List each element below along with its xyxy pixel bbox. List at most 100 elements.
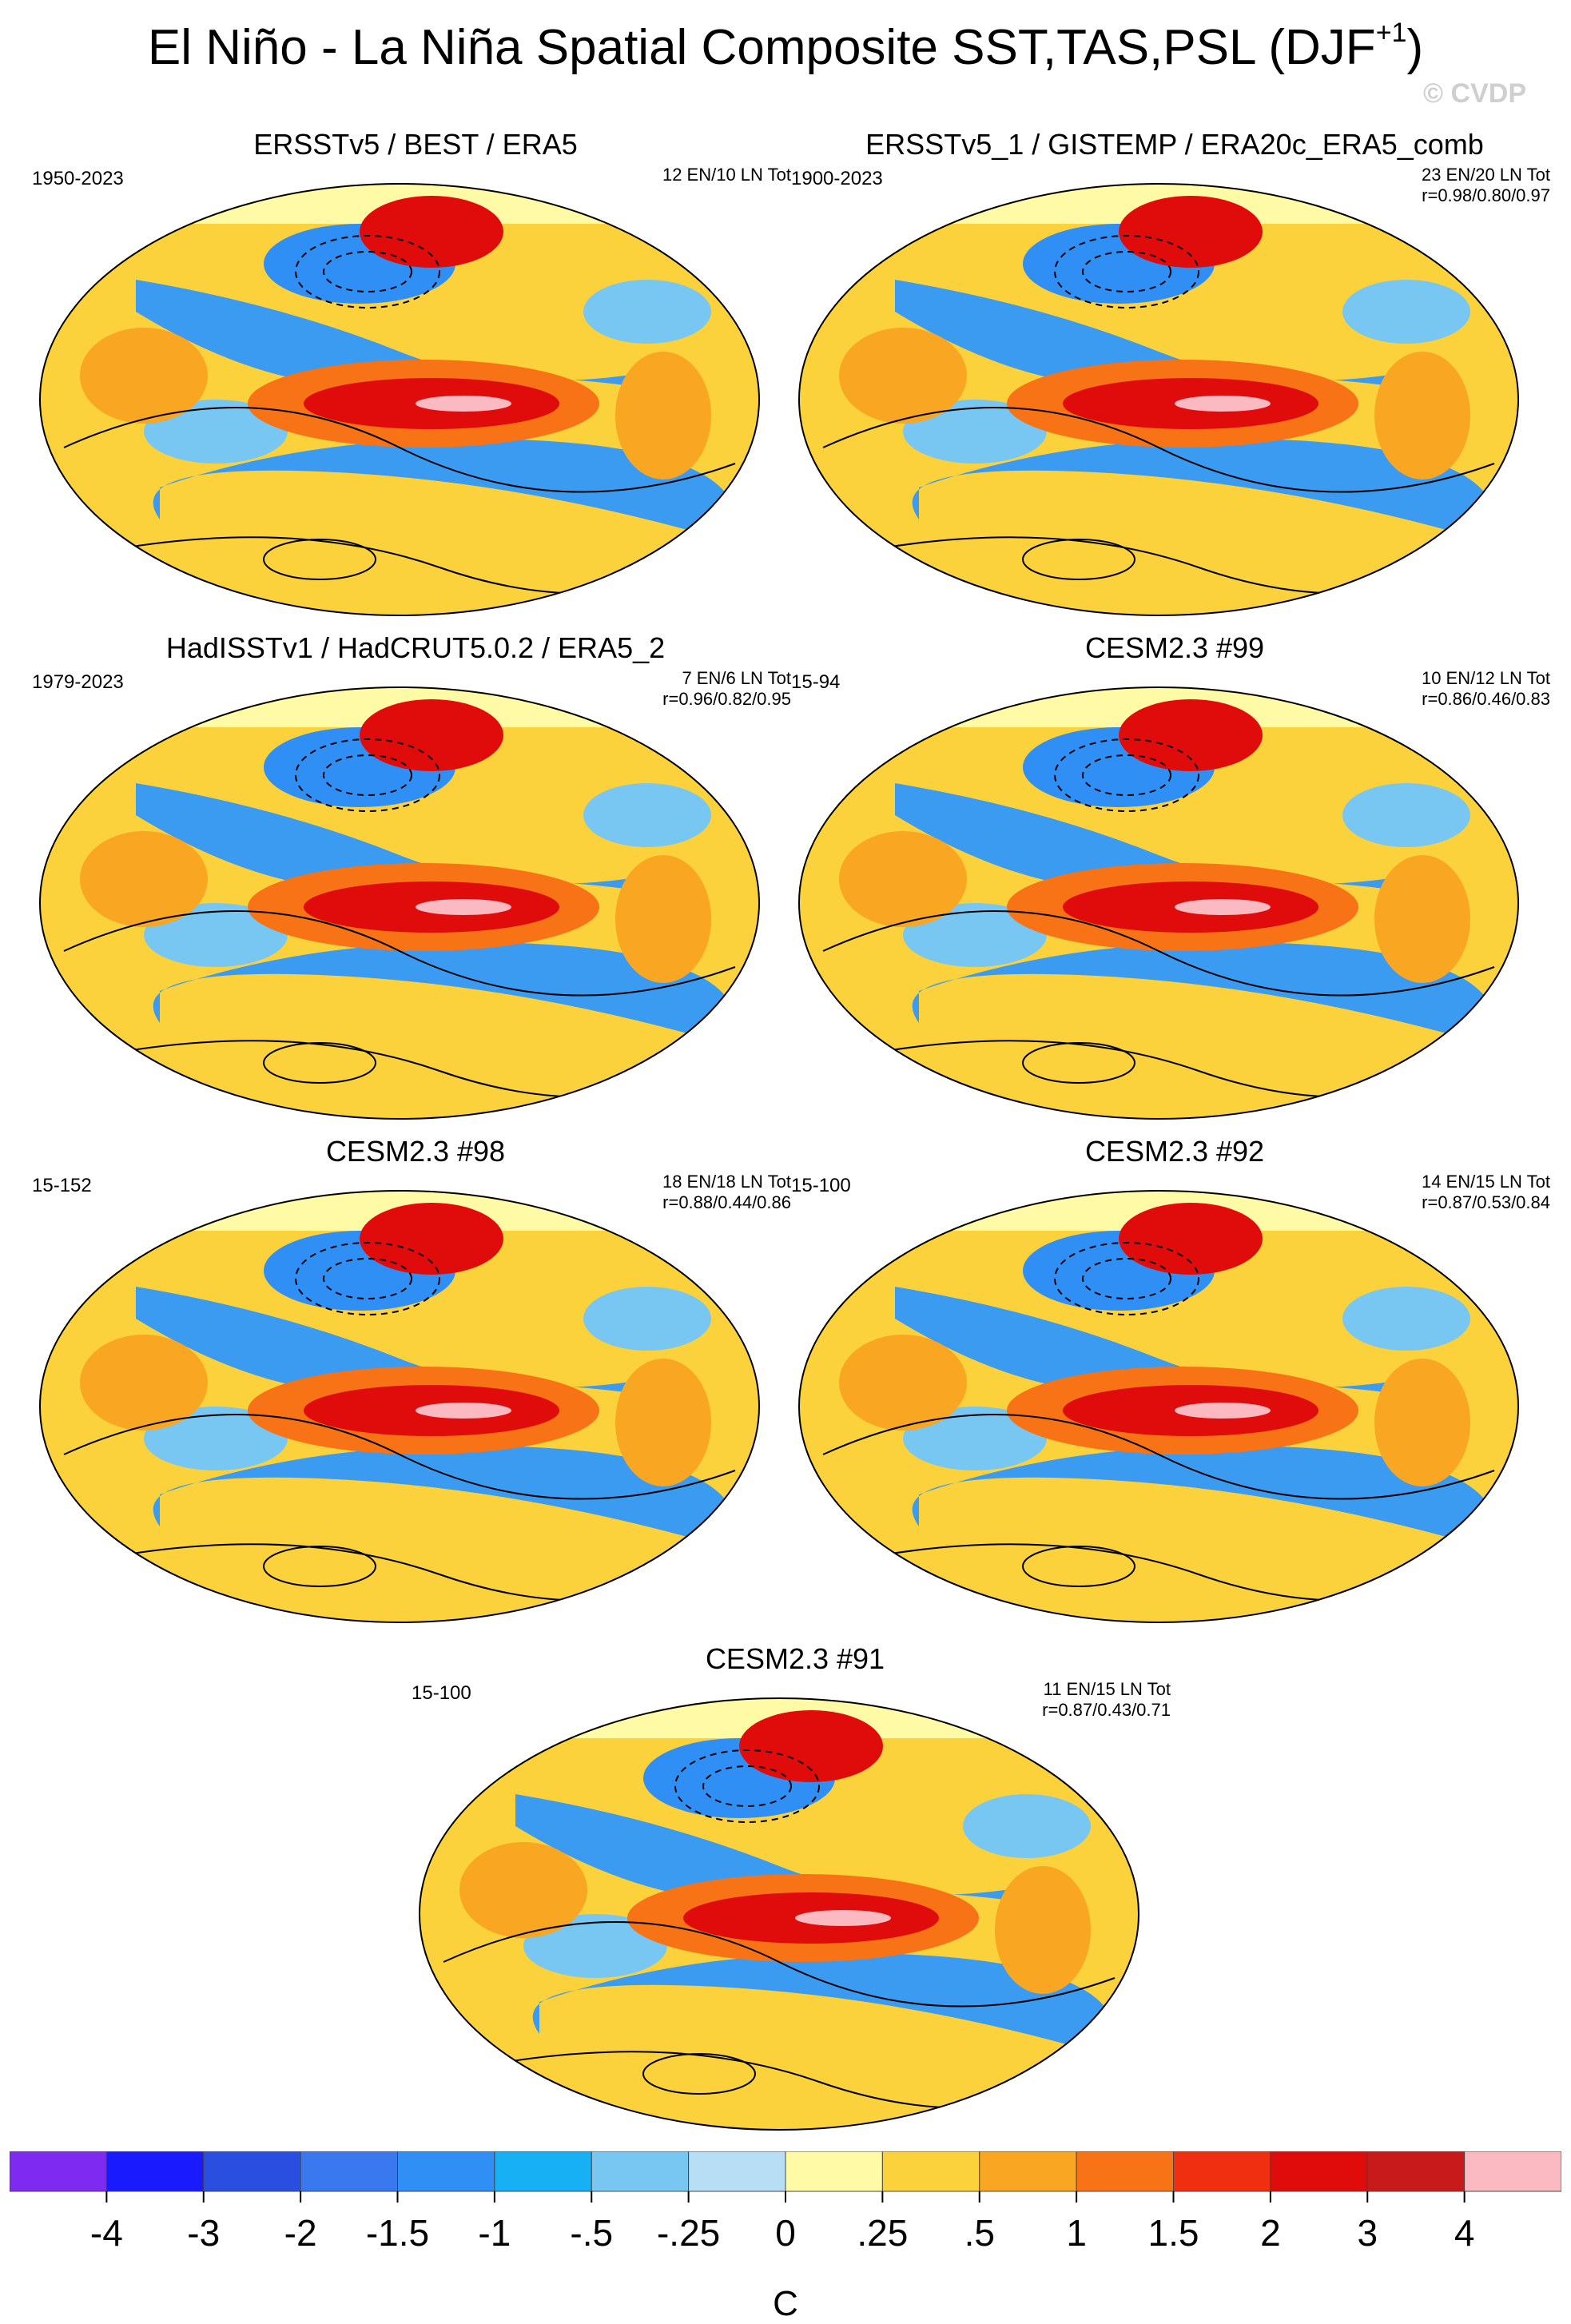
colorbar-unit-label: C [773,2284,798,2323]
map-outline [419,1697,1139,2131]
colorbar-tick-label: -4 [90,2212,123,2254]
colorbar-tick-label: -1.5 [366,2212,429,2254]
south-america-warm-patch [615,855,711,983]
colorbar-tick-label: 2 [1260,2212,1281,2254]
colorbar-swatch [979,2151,1077,2192]
psl-high-contour [263,1546,376,1587]
north-america-warm-patch [1119,1203,1263,1275]
event-count: 10 EN/12 LN Tot [1421,668,1550,688]
psl-low-contour-inner [1082,1258,1171,1299]
colorbar-tick-label: 1.5 [1148,2212,1199,2254]
atlantic-cool-patch [583,783,711,847]
psl-high-contour [1022,539,1135,580]
event-count: 12 EN/10 LN Tot [662,165,791,185]
psl-positive-contour [822,1414,1495,1500]
colorbar-swatch [1366,2151,1466,2192]
colorbar-swatch [397,2151,495,2192]
robinson-map [798,183,1519,616]
colorbar-tick-label: 0 [775,2212,796,2254]
maritime-warm-patch [839,328,967,424]
colorbar-swatch [591,2151,690,2192]
south-america-warm-patch [615,1359,711,1486]
pattern-correlation: r=0.86/0.46/0.83 [1422,689,1550,709]
psl-low-contour-inner [323,251,412,292]
psl-low-contour [295,738,440,812]
panel-stats: 10 EN/12 LN Tot r=0.86/0.46/0.83 [1422,668,1550,710]
map-outline [798,1190,1519,1623]
robinson-map [798,686,1519,1120]
panel-period: 15-100 [791,1175,851,1196]
pattern-correlation: r=0.88/0.44/0.86 [662,1192,791,1212]
maritime-warm-patch [459,1842,587,1938]
event-count: 23 EN/20 LN Tot [1421,165,1550,185]
event-count: 18 EN/18 LN Tot [662,1172,791,1192]
robinson-map [419,1697,1139,2131]
map-panel: ERSSTv5 / BEST / ERA5 1950-2023 12 EN/10 L… [32,128,799,623]
south-pacific-cold-band [912,438,1494,543]
map-outline [39,183,760,616]
psl-low-contour-inner [1082,251,1171,292]
north-pacific-cold-band [136,1287,671,1399]
panel-title: CESM2.3 #99 [1084,631,1265,664]
pattern-correlation: r=0.98/0.80/0.97 [1422,185,1550,205]
enso-warm-tongue-peak [416,899,511,915]
maritime-warm-patch [80,328,208,424]
psl-low-contour-inner [702,1765,792,1807]
indian-ocean-cool-patch [903,400,1047,464]
map-panel: CESM2.3 #98 15-152 18 EN/18 LN Tot r=0.88/0… [32,1135,799,1630]
indian-ocean-cool-patch [144,400,288,464]
psl-high-contour [642,2053,756,2095]
map-outline [798,183,1519,616]
robinson-map [798,1190,1519,1623]
map-panel: CESM2.3 #91 15-100 11 EN/15 LN Tot r=0.87/0… [412,1642,1179,2138]
south-america-warm-patch [1374,855,1470,983]
enso-warm-tongue-peak [1175,1403,1271,1419]
psl-positive-contour [443,1921,1116,2008]
north-pacific-cold-band [136,783,671,895]
south-america-warm-patch [1374,352,1470,480]
panel-title: CESM2.3 #98 [325,1135,506,1168]
colorbar-tick-label: -.5 [570,2212,613,2254]
colorbar-swatch [494,2151,592,2192]
psl-low-contour [1054,1242,1199,1315]
enso-warm-tongue-peak [1175,899,1271,915]
north-pacific-cold-band [895,280,1430,392]
map-panel: HadISSTv1 / HadCRUT5.0.2 / ERA5_2 1979-20… [32,631,799,1127]
psl-high-contour [263,539,376,580]
map-outline [798,686,1519,1120]
maritime-warm-patch [839,831,967,927]
psl-low-contour [1054,235,1199,308]
robinson-map [39,1190,760,1623]
north-america-warm-patch [739,1710,883,1782]
indian-ocean-cool-patch [903,1407,1047,1470]
south-america-warm-patch [995,1866,1091,1994]
south-pacific-cold-band [153,438,735,543]
north-america-warm-patch [360,699,503,771]
south-pacific-cold-band [912,1445,1494,1550]
indian-ocean-cool-patch [144,1407,288,1470]
colorbar-tick-label: -2 [284,2212,317,2254]
psl-positive-contour [822,910,1495,997]
atlantic-cool-patch [583,1287,711,1351]
maritime-warm-patch [839,1335,967,1431]
psl-positive-contour [822,407,1495,493]
colorbar-swatch [1173,2151,1271,2192]
pattern-correlation: r=0.87/0.43/0.71 [1042,1700,1171,1720]
maritime-warm-patch [80,1335,208,1431]
panel-period: 1979-2023 [32,671,124,693]
psl-positive-contour [63,1414,736,1500]
psl-low-contour [295,235,440,308]
psl-high-contour [1022,1042,1135,1084]
south-america-warm-patch [615,352,711,480]
north-pacific-cold-band [895,783,1430,895]
colorbar-swatch [203,2151,301,2192]
map-outline [39,686,760,1120]
map-panel: CESM2.3 #99 15-94 10 EN/12 LN Tot r=0.86/0.… [791,631,1558,1127]
psl-high-contour [263,1042,376,1084]
psl-positive-contour [63,910,736,997]
north-america-warm-patch [1119,196,1263,268]
event-count: 14 EN/15 LN Tot [1421,1172,1550,1192]
event-count: 11 EN/15 LN Tot [1043,1679,1171,1699]
figure-title: El Niño - La Niña Spatial Composite SST,… [147,18,1424,75]
indian-ocean-cool-patch [903,903,1047,967]
